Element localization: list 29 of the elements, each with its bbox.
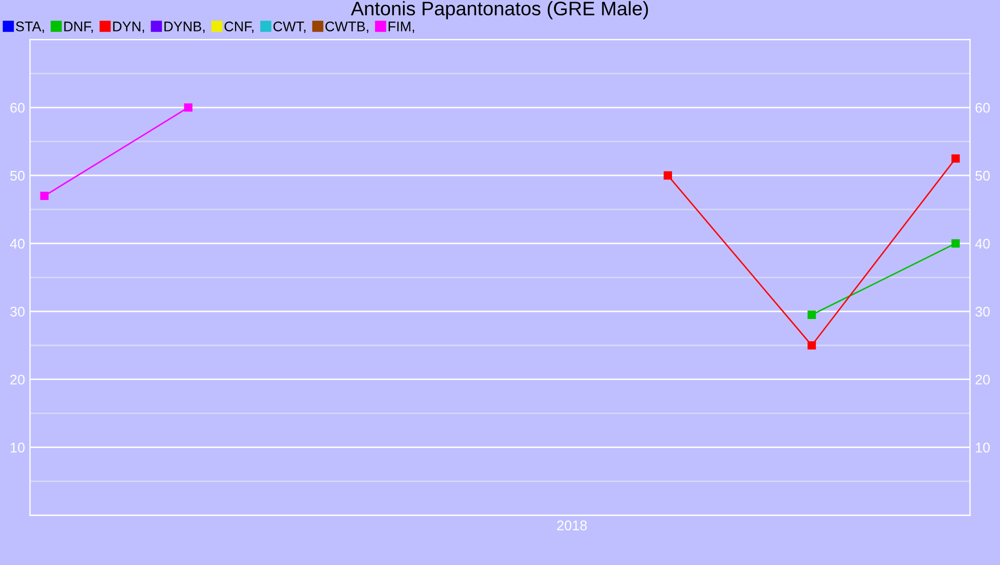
point <box>951 154 960 163</box>
x-tick-label: 2018 <box>557 520 587 530</box>
y-tick-label: 60 <box>10 102 25 113</box>
point <box>808 341 816 350</box>
legend-label: CNF, <box>224 22 254 34</box>
legend-label: STA, <box>16 22 44 34</box>
point <box>808 310 816 319</box>
point <box>184 103 192 112</box>
legend-label: DYNB, <box>164 22 205 34</box>
y2-tick-label: 40 <box>975 238 990 249</box>
legend-label: CWT, <box>273 22 306 34</box>
y-tick-label: 30 <box>10 306 25 317</box>
y2-tick-label: 20 <box>976 374 990 385</box>
y2-tick-label: 10 <box>976 442 990 452</box>
y-tick-label: 50 <box>10 170 25 181</box>
y-tick-label: 40 <box>10 238 25 249</box>
point <box>664 171 672 180</box>
y-tick-label: 20 <box>10 374 25 385</box>
legend-label: CWTB, <box>325 22 368 34</box>
y2-tick-label: 50 <box>975 170 990 181</box>
y-tick-label: 10 <box>10 442 25 452</box>
point <box>951 239 960 248</box>
y2-tick-label: 60 <box>976 102 990 113</box>
y2-tick-label: 30 <box>975 306 990 317</box>
point <box>40 192 49 200</box>
legend-label: DNF, <box>64 22 93 34</box>
legend-label: FIM, <box>388 22 414 34</box>
legend-label: DYN, <box>113 22 144 34</box>
chart-title: Antonis Papantonatos (GRE Male) <box>350 1 648 20</box>
